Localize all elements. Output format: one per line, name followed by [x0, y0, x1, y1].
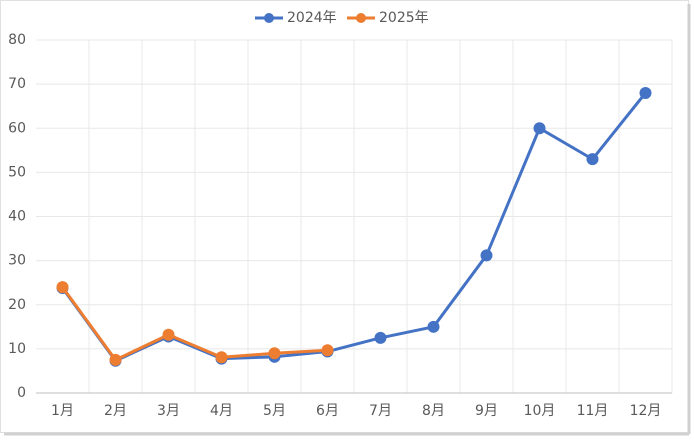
- point: [215, 351, 228, 364]
- y-tick-label: 60: [8, 120, 26, 136]
- point: [480, 249, 493, 262]
- y-tick-label: 30: [8, 253, 26, 269]
- point: [639, 86, 652, 99]
- x-tick-label: 11月: [577, 403, 609, 419]
- x-tick-label: 5月: [263, 403, 286, 419]
- x-tick-label: 2月: [104, 403, 127, 419]
- y-tick-label: 50: [8, 164, 26, 180]
- point: [56, 281, 69, 294]
- point: [586, 153, 599, 166]
- point: [374, 331, 387, 344]
- x-tick-label: 4月: [210, 403, 233, 419]
- legend-marker: [264, 13, 274, 23]
- y-tick-label: 80: [8, 32, 26, 48]
- legend-marker: [356, 13, 366, 23]
- x-tick-label: 10月: [524, 403, 556, 419]
- point: [321, 344, 334, 357]
- x-tick-label: 6月: [316, 403, 339, 419]
- x-tick-label: 8月: [422, 403, 445, 419]
- y-tick-label: 0: [17, 385, 26, 401]
- y-tick-label: 40: [8, 209, 26, 225]
- point: [162, 328, 175, 341]
- y-tick-label: 70: [8, 76, 26, 92]
- point: [109, 353, 122, 366]
- point: [268, 347, 281, 360]
- x-tick-label: 3月: [157, 403, 180, 419]
- legend-label: 2025年: [379, 10, 429, 26]
- y-tick-label: 20: [8, 297, 26, 313]
- x-tick-label: 9月: [475, 403, 498, 419]
- x-tick-label: 7月: [369, 403, 392, 419]
- x-tick-label: 12月: [630, 403, 662, 419]
- point: [427, 320, 440, 333]
- point: [533, 122, 546, 135]
- legend-label: 2024年: [287, 10, 337, 26]
- x-tick-label: 1月: [51, 403, 74, 419]
- y-tick-label: 10: [8, 341, 26, 357]
- series-line: [61, 286, 328, 362]
